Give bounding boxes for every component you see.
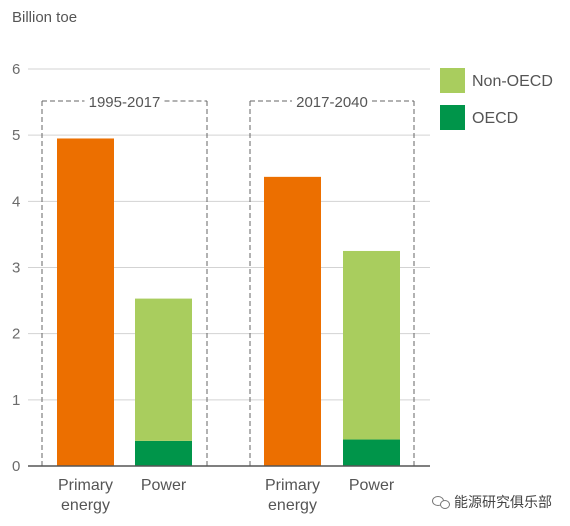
y-tick-label: 4 — [12, 193, 20, 210]
wechat-icon — [432, 495, 450, 509]
category-label: Primary — [58, 477, 113, 494]
bar-oecd — [343, 439, 400, 466]
y-axis-ticks: 0 1 2 3 4 5 6 — [12, 61, 20, 475]
y-tick-label: 6 — [12, 61, 20, 78]
y-tick-label: 5 — [12, 127, 20, 144]
legend: Non-OECD OECD — [440, 68, 553, 130]
y-axis-title: Billion toe — [12, 9, 77, 26]
watermark-text: 能源研究俱乐部 — [454, 495, 552, 511]
y-tick-label: 2 — [12, 326, 20, 343]
category-labels: Primary energy Power Primary energy Power — [58, 477, 395, 514]
legend-label: OECD — [472, 110, 518, 127]
period-groups: 1995-2017 2017-2040 — [41, 94, 415, 466]
period-label: 1995-2017 — [89, 94, 161, 111]
category-label: Power — [141, 477, 187, 494]
category-label: Power — [349, 477, 395, 494]
legend-swatch — [440, 68, 465, 93]
legend-swatch — [440, 105, 465, 130]
bar-non-oecd — [135, 298, 192, 441]
bar-primary-energy — [57, 138, 114, 466]
bar-primary-energy — [264, 176, 321, 466]
y-tick-label: 3 — [12, 260, 20, 277]
category-label: energy — [61, 497, 110, 514]
bar-oecd — [135, 440, 192, 466]
bar-non-oecd — [343, 250, 400, 440]
legend-label: Non-OECD — [472, 73, 553, 90]
category-label: energy — [268, 497, 317, 514]
category-label: Primary — [265, 477, 320, 494]
watermark: 能源研究俱乐部 — [432, 492, 552, 512]
y-tick-label: 0 — [12, 458, 20, 475]
period-label: 2017-2040 — [296, 94, 368, 111]
bars — [57, 138, 400, 466]
y-tick-label: 1 — [12, 392, 20, 409]
